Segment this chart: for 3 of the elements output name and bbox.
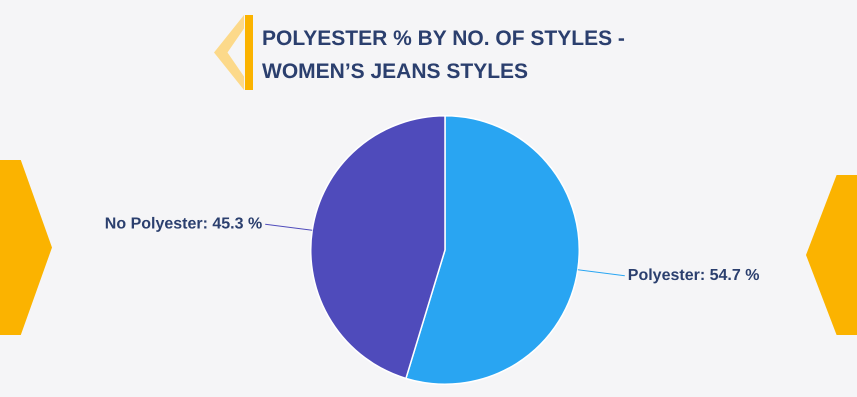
slice-label: No Polyester: 45.3 % (104, 216, 262, 233)
chart-title: POLYESTER % BY NO. OF STYLES - WOMEN’S JEANS STYLES (262, 26, 625, 85)
slice-label: Polyester: 54.7 % (628, 267, 760, 284)
